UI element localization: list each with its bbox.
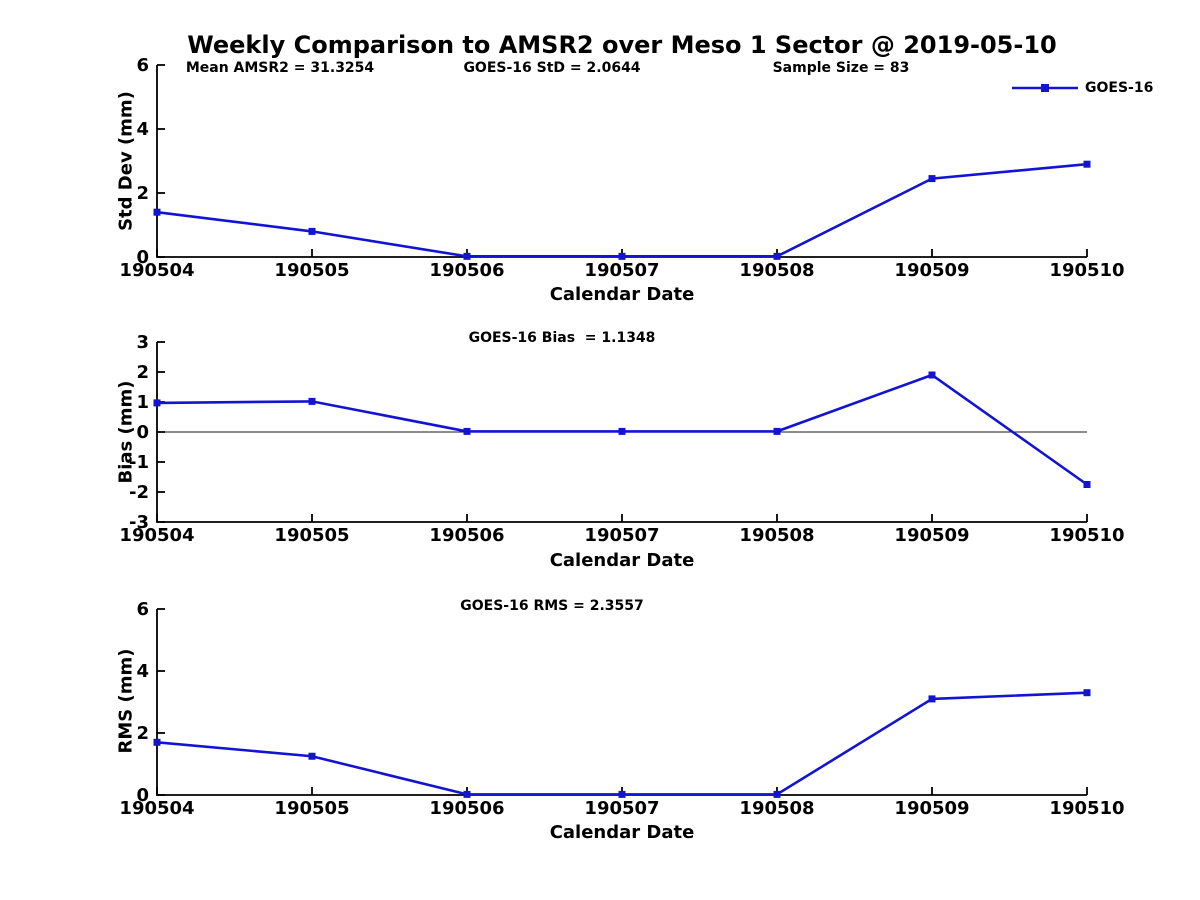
legend-marker xyxy=(1041,84,1049,92)
GOES-16-marker xyxy=(308,397,316,405)
y-tick-label: 2 xyxy=(136,183,149,204)
x-tick-label: 190508 xyxy=(739,260,814,281)
GOES-16-marker xyxy=(1083,689,1091,697)
GOES-16-marker xyxy=(928,371,936,379)
x-tick-label: 190510 xyxy=(1049,798,1124,819)
x-tick-label: 190506 xyxy=(429,798,504,819)
y-tick-label: 6 xyxy=(136,55,149,76)
y-tick-label: 4 xyxy=(136,661,149,682)
GOES-16-line xyxy=(156,691,1088,796)
x-tick-label: 190504 xyxy=(119,260,194,281)
annotation-mean-amsr2: Mean AMSR2 = 31.3254 xyxy=(185,60,375,76)
y-tick-label: 3 xyxy=(136,332,149,353)
GOES-16-marker xyxy=(153,738,161,746)
GOES-16-marker xyxy=(618,790,626,798)
x-tick-label: 190509 xyxy=(894,525,969,546)
GOES-16-marker xyxy=(1083,160,1091,168)
x-tick-label: 190504 xyxy=(119,525,194,546)
x-tick-label: 190505 xyxy=(274,260,349,281)
GOES-16-marker xyxy=(928,175,936,183)
x-tick-label: 190509 xyxy=(894,798,969,819)
annotation-sample-size: Sample Size = 83 xyxy=(772,60,910,76)
GOES-16-marker xyxy=(928,695,936,703)
annotation-goes16-std: GOES-16 StD = 2.0644 xyxy=(463,60,641,76)
GOES-16-marker xyxy=(773,790,781,798)
legend-label: GOES-16 xyxy=(1085,80,1154,96)
y-tick-label: 4 xyxy=(136,119,149,140)
GOES-16-marker xyxy=(308,752,316,760)
x-tick-label: 190504 xyxy=(119,798,194,819)
annotation-goes16-bias: GOES-16 Bias = 1.1348 xyxy=(468,330,656,346)
x-tick-label: 190505 xyxy=(274,798,349,819)
GOES-16-marker xyxy=(1083,481,1091,488)
y-tick-label: 2 xyxy=(136,362,149,383)
GOES-16-marker xyxy=(773,252,781,260)
y-tick-label: 0 xyxy=(136,422,149,443)
x-tick-label: 190506 xyxy=(429,260,504,281)
GOES-16-marker xyxy=(618,427,626,435)
legend: GOES-16 xyxy=(1012,80,1153,96)
x-tick-label: 190507 xyxy=(584,525,659,546)
x-tick-label: 190509 xyxy=(894,260,969,281)
GOES-16-line xyxy=(156,162,1088,258)
GOES-16-marker xyxy=(153,399,161,407)
GOES-16-marker xyxy=(463,427,471,435)
GOES-16-marker xyxy=(463,790,471,798)
GOES-16-marker xyxy=(463,252,471,260)
y-tick-label: 1 xyxy=(136,392,149,413)
x-tick-label: 190510 xyxy=(1049,525,1124,546)
std-dev-plot: 0 2 4 6 190504 190505 190506 190507 190508 190509… xyxy=(119,55,1124,281)
y-tick-label: 0 xyxy=(136,247,149,268)
x-tick-label: 190510 xyxy=(1049,260,1124,281)
annotation-goes16-rms: GOES-16 RMS = 2.3557 xyxy=(460,598,644,614)
axis-spines xyxy=(156,609,1087,796)
y-tick-label: -2 xyxy=(129,482,149,503)
x-tick-label: 190508 xyxy=(739,525,814,546)
rms-plot: 0 2 4 6 190504 190505 190506 190507 190508 190509… xyxy=(119,599,1124,819)
y-tick-label: -1 xyxy=(129,452,149,473)
y-tick-label: 6 xyxy=(136,599,149,620)
GOES-16-marker xyxy=(618,252,626,260)
x-axis-label-calendar-date-3: Calendar Date xyxy=(549,822,695,843)
x-tick-label: 190507 xyxy=(584,260,659,281)
GOES-16-marker xyxy=(153,208,161,216)
x-axis-label-calendar-date-1: Calendar Date xyxy=(549,284,695,305)
x-tick-label: 190507 xyxy=(584,798,659,819)
x-axis-label-calendar-date-2: Calendar Date xyxy=(549,550,695,571)
x-tick-label: 190505 xyxy=(274,525,349,546)
y-tick-label: 0 xyxy=(136,785,149,806)
legend-line-marker-icon xyxy=(1012,84,1078,92)
GOES-16-marker xyxy=(773,427,781,435)
y-tick-label: 2 xyxy=(136,723,149,744)
chart-title: Weekly Comparison to AMSR2 over Meso 1 S… xyxy=(187,31,1057,59)
y-tick-label: -3 xyxy=(129,512,149,533)
GOES-16-marker xyxy=(308,227,316,235)
x-tick-label: 190508 xyxy=(739,798,814,819)
x-tick-label: 190506 xyxy=(429,525,504,546)
